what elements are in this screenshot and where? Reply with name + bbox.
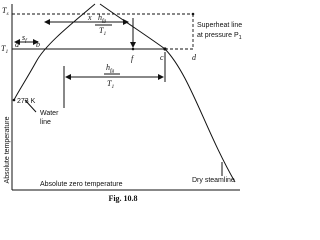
water-line-label: line (40, 119, 51, 126)
label-sub: fg (102, 17, 107, 24)
dry-steamline-label: Dry steamline (192, 177, 235, 184)
water-line-label: Water (40, 110, 59, 117)
point-label: b (36, 40, 40, 49)
dry-steamline (99, 3, 236, 183)
label-main: T (2, 6, 7, 15)
point-273 (12, 98, 16, 102)
x-axis-label: Absolute zero temperature (40, 181, 123, 188)
fraction-den: T1 (99, 26, 106, 37)
t1-label: T1 (1, 44, 8, 55)
point-label: f (131, 54, 135, 63)
label-sub: f (25, 37, 28, 44)
superheat-label: at pressure P1 (197, 32, 242, 41)
y-axis-label: Absolute temperature (4, 116, 11, 183)
label-main: T (107, 79, 112, 88)
label-sub: fg (110, 67, 115, 74)
caption: Fig. 10.8 (108, 194, 137, 203)
label-sub: 1 (103, 31, 106, 37)
label-main: T (99, 26, 104, 35)
point-f (131, 47, 135, 51)
label-main: h (98, 13, 102, 22)
point-label: a (15, 40, 19, 49)
label-sub: s (6, 11, 8, 17)
label-main: s (22, 33, 25, 42)
water-line (13, 3, 96, 101)
sf-label: sf (22, 33, 28, 44)
x-label: x (87, 13, 92, 22)
label-main: at pressure P (197, 32, 239, 39)
fraction-den: T1 (107, 79, 114, 90)
temperature-label: 273 K (17, 98, 36, 105)
leader (24, 99, 37, 113)
fraction-num: hfg (106, 63, 115, 74)
point-label: d (192, 53, 197, 62)
fraction-num: hfg (98, 13, 107, 24)
label-sub: 1 (5, 49, 8, 55)
point-label: c (160, 53, 164, 62)
ts-label: Ts (2, 6, 9, 17)
diagram: Ts T1 a b sf x hfg T1 f c d hfg T1 Super… (1, 3, 242, 203)
label-main: T (1, 44, 6, 53)
label-sub: 1 (239, 35, 242, 41)
label-main: h (106, 63, 110, 72)
label-sub: 1 (111, 84, 114, 90)
point (191, 12, 195, 16)
superheat-label: Superheat line (197, 22, 242, 29)
page: Ts T1 a b sf x hfg T1 f c d hfg T1 Super… (1, 3, 243, 203)
